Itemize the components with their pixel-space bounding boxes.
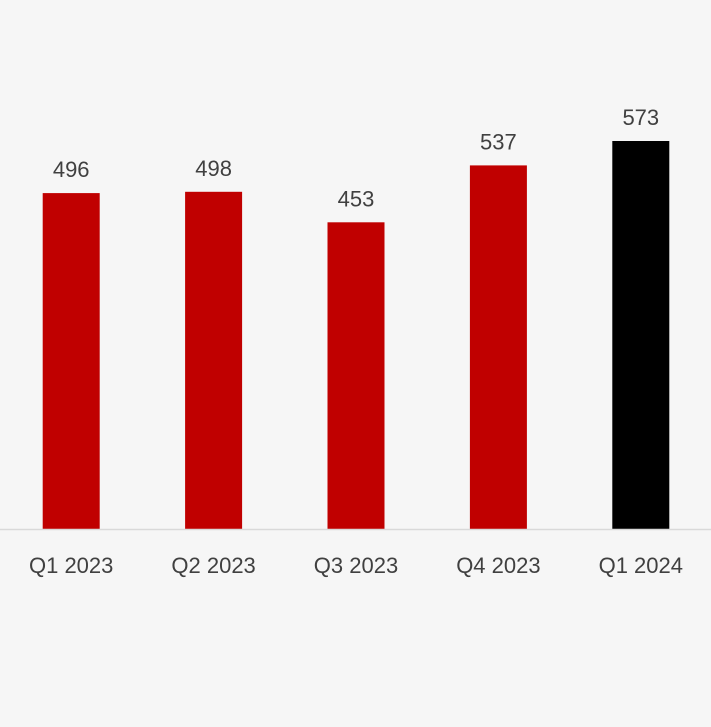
x-tick-label: Q4 2023 bbox=[456, 553, 540, 578]
x-tick-label: Q2 2023 bbox=[171, 553, 255, 578]
x-tick-label: Q1 2024 bbox=[599, 553, 683, 578]
bar-q2-2023 bbox=[185, 191, 243, 530]
bar-q1-2023 bbox=[42, 193, 100, 529]
x-tick-labels-layer: Q1 2023 Q2 2023 Q3 2023 Q4 2023 Q1 2024 bbox=[29, 553, 683, 578]
x-tick-label: Q3 2023 bbox=[314, 553, 398, 578]
bar-q4-2023 bbox=[469, 165, 527, 529]
data-label: 537 bbox=[480, 129, 517, 154]
data-labels-layer: 496 498 453 537 573 bbox=[53, 105, 659, 211]
data-label: 453 bbox=[338, 186, 375, 211]
x-tick-label: Q1 2023 bbox=[29, 553, 113, 578]
bar-q1-2024 bbox=[612, 141, 670, 529]
bars-layer bbox=[42, 141, 670, 530]
data-label: 496 bbox=[53, 157, 90, 182]
data-label: 498 bbox=[195, 156, 232, 181]
bar-q3-2023 bbox=[327, 222, 385, 530]
data-label: 573 bbox=[622, 105, 659, 130]
